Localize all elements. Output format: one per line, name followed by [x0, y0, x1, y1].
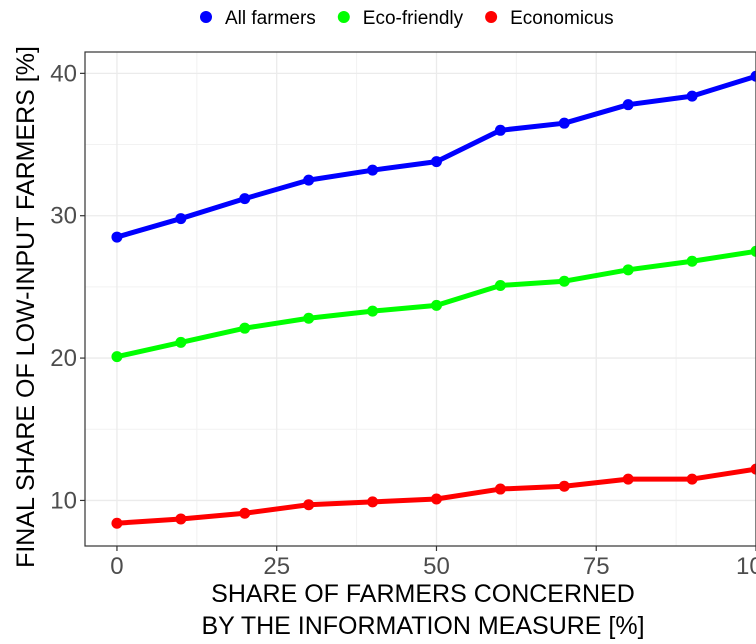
data-point-eco-friendly	[239, 322, 251, 334]
data-point-all-farmers	[558, 117, 570, 129]
y-tick-label: 30	[50, 203, 77, 230]
data-point-economicus	[430, 493, 442, 505]
data-point-economicus	[367, 496, 379, 508]
x-tick-label: 25	[263, 553, 290, 580]
y-tick-label: 40	[50, 60, 77, 87]
panel-border	[84, 51, 756, 547]
data-point-eco-friendly	[111, 351, 123, 363]
data-point-economicus	[558, 480, 570, 492]
x-axis-title-line-2: BY THE INFORMATION MEASURE [%]	[201, 612, 644, 640]
data-point-eco-friendly	[558, 275, 570, 287]
legend-key-eco-friendly	[337, 11, 350, 23]
legend-key-economicus	[485, 11, 498, 23]
data-point-eco-friendly	[367, 305, 379, 317]
data-point-economicus	[303, 499, 315, 511]
data-point-economicus	[494, 483, 506, 495]
legend-label-all-farmers: All farmers	[225, 8, 316, 29]
legend: All farmers Eco-friendly Economicus	[200, 8, 614, 29]
data-point-economicus	[622, 473, 634, 485]
data-point-eco-friendly	[430, 299, 442, 311]
legend-label-eco-friendly: Eco-friendly	[363, 8, 464, 29]
data-point-all-farmers	[239, 193, 251, 205]
data-point-economicus	[686, 473, 698, 485]
tick-labels: 0 25 50 75 100 10 20 30 40	[50, 60, 756, 580]
grid-major	[85, 52, 756, 546]
data-point-all-farmers	[494, 124, 506, 136]
axis-ticks	[80, 72, 756, 551]
data-point-eco-friendly	[686, 255, 698, 267]
series-layer	[111, 70, 756, 529]
y-tick-label: 20	[50, 345, 77, 372]
data-point-eco-friendly	[494, 279, 506, 291]
data-point-all-farmers	[175, 213, 187, 225]
y-tick-label: 10	[50, 487, 77, 514]
data-point-all-farmers	[367, 164, 379, 176]
data-point-economicus	[750, 463, 756, 475]
data-point-all-farmers	[111, 231, 123, 243]
legend-key-all-farmers	[200, 11, 212, 23]
x-tick-label: 50	[423, 553, 450, 580]
data-point-economicus	[239, 507, 251, 519]
x-tick-label: 0	[110, 553, 123, 580]
data-point-eco-friendly	[622, 264, 634, 276]
data-point-economicus	[111, 517, 123, 529]
y-axis-title: FINAL SHARE OF LOW-INPUT FARMERS [%]	[12, 46, 40, 568]
data-point-all-farmers	[750, 70, 756, 82]
x-tick-label: 75	[583, 553, 610, 580]
legend-label-economicus: Economicus	[510, 8, 614, 29]
data-point-eco-friendly	[175, 336, 187, 348]
grid-minor	[85, 52, 756, 546]
data-point-economicus	[175, 513, 187, 525]
x-axis-title-line-1: SHARE OF FARMERS CONCERNED	[211, 580, 635, 608]
data-point-all-farmers	[686, 90, 698, 102]
data-point-all-farmers	[430, 156, 442, 168]
x-tick-label: 100	[736, 553, 756, 580]
data-point-all-farmers	[622, 99, 634, 111]
data-point-all-farmers	[303, 174, 315, 186]
data-point-eco-friendly	[303, 312, 315, 324]
data-point-eco-friendly	[750, 245, 756, 257]
